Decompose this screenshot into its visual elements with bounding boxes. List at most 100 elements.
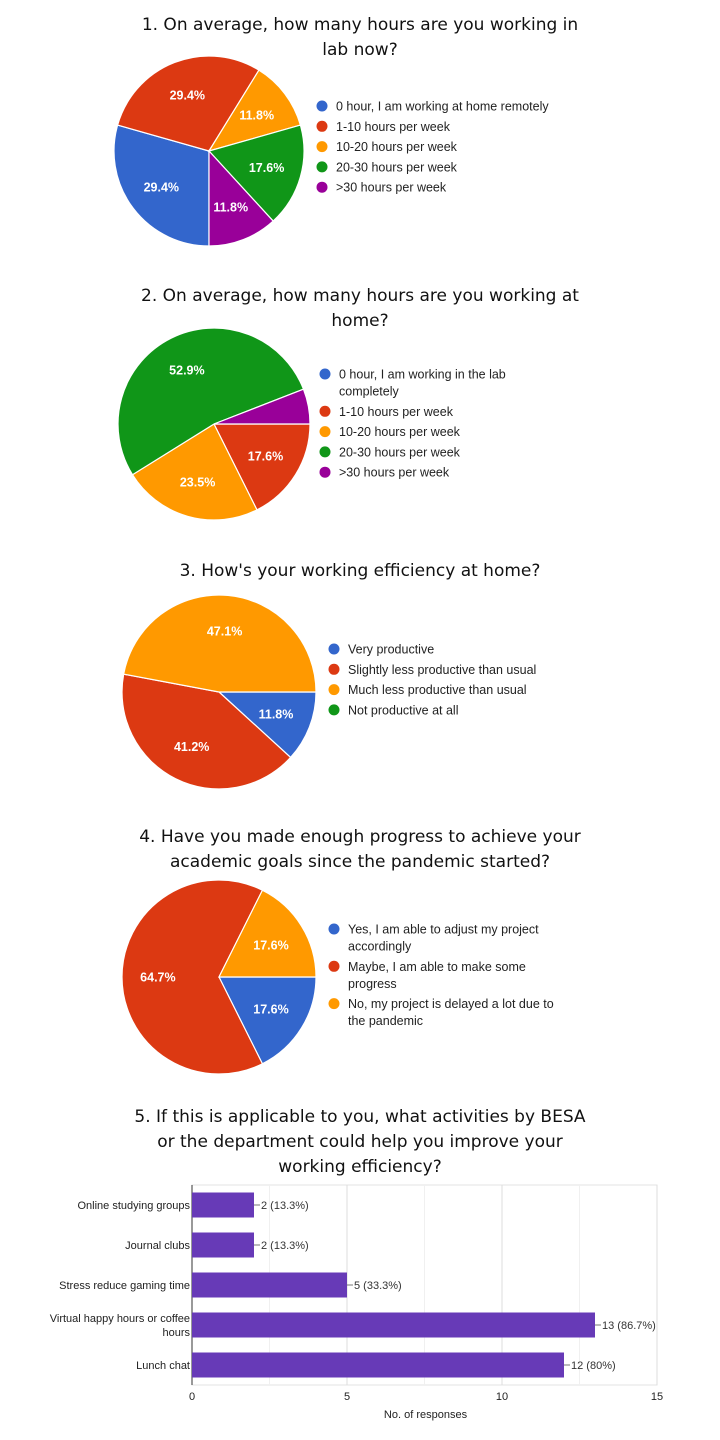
legend-swatch-icon (319, 446, 331, 458)
slice-data-label: 23.5% (180, 476, 215, 490)
legend-swatch-icon (319, 405, 331, 417)
slice-data-label: 64.7% (140, 971, 175, 985)
x-tick-label: 10 (496, 1391, 508, 1403)
pie-slice (121, 879, 264, 1075)
pie-slice (122, 594, 317, 693)
slice-data-label: 11.8% (213, 200, 248, 214)
slice-data-label: 47.1% (207, 625, 242, 639)
legend-swatch-icon (316, 161, 328, 173)
chart-5-title: 5. If this is applicable to you, what ac… (0, 1105, 720, 1180)
pie-slice (113, 124, 210, 247)
bar (192, 1272, 347, 1298)
legend-label: No, my project is delayed a lot due to (348, 997, 554, 1011)
chart-1-title-line: lab now? (322, 40, 398, 60)
legend-swatch-icon (328, 704, 340, 716)
legend-label: 1-10 hours per week (336, 120, 451, 134)
slice-data-label: 29.4% (144, 181, 179, 195)
x-tick-label: 15 (651, 1391, 663, 1403)
legend-label: 1-10 hours per week (339, 405, 454, 419)
legend-label: Very productive (348, 643, 434, 657)
legend-label: >30 hours per week (339, 466, 450, 480)
bar-data-label: 2 (13.3%) (261, 1240, 309, 1252)
slice-data-label: 11.8% (259, 708, 294, 722)
chart-1-title-line: 1. On average, how many hours are you wo… (141, 15, 579, 35)
chart-2-title-line: home? (331, 311, 389, 331)
legend-label: Much less productive than usual (348, 683, 527, 697)
slice-data-label: 17.6% (253, 1003, 288, 1017)
category-label: Stress reduce gaming time (59, 1280, 190, 1292)
legend-label: progress (348, 977, 397, 991)
pie-slice (218, 976, 317, 1065)
chart-4-title-line: academic goals since the pandemic starte… (169, 852, 551, 872)
legend-label: accordingly (348, 940, 412, 954)
legend-label: the pandemic (348, 1014, 423, 1028)
chart-5-title-line: or the department could help you improve… (157, 1132, 563, 1152)
pie-chart-1: 29.4% 29.4% 11.8% 17.6% 11.8% 0 hour, I am wo… (113, 55, 549, 247)
legend-label: Yes, I am able to adjust my project (348, 923, 539, 937)
x-axis-label: No. of responses (384, 1409, 468, 1421)
slice-data-label: 29.4% (170, 89, 205, 103)
legend-label: 20-30 hours per week (339, 445, 461, 459)
chart-1-title: 1. On average, how many hours are you wo… (0, 13, 720, 63)
legend-label: Slightly less productive than usual (348, 663, 536, 677)
chart-3-title-line: 3. How's your working efficiency at home… (179, 561, 541, 581)
bar (192, 1232, 254, 1258)
legend-label: 0 hour, I am working in the lab (339, 368, 506, 382)
legend-swatch-icon (328, 923, 340, 935)
pie-slice (217, 691, 317, 759)
legend-swatch-icon (319, 466, 331, 478)
legend-swatch-icon (328, 960, 340, 972)
pie-slice (213, 423, 311, 511)
legend-swatch-icon (319, 426, 331, 438)
pie-chart-4: 17.6% 64.7% 17.6% Yes, I am able to adjust … (121, 879, 554, 1075)
category-label: hours (162, 1327, 190, 1339)
bar (192, 1352, 564, 1378)
legend-swatch-icon (328, 998, 340, 1010)
x-tick-label: 0 (189, 1391, 195, 1403)
bar-data-label: 2 (13.3%) (261, 1200, 309, 1212)
chart-4-title-line: 4. Have you made enough progress to achi… (139, 827, 581, 847)
legend-label: 10-20 hours per week (339, 425, 461, 439)
slice-data-label: 11.8% (239, 108, 274, 122)
pie-slice (207, 124, 305, 222)
pie-slice (121, 673, 292, 790)
category-label: Virtual happy hours or coffee (50, 1313, 190, 1325)
legend-swatch-icon (328, 663, 340, 675)
bar-data-label: 5 (33.3%) (354, 1280, 402, 1292)
x-tick-label: 5 (344, 1391, 350, 1403)
slice-data-label: 52.9% (169, 363, 204, 377)
bar-data-label: 13 (86.7%) (602, 1320, 656, 1332)
chart-2-title: 2. On average, how many hours are you wo… (0, 284, 720, 334)
slice-data-label: 17.6% (253, 938, 288, 952)
legend-label: Maybe, I am able to make some (348, 960, 526, 974)
pie-slice (208, 149, 275, 247)
legend-swatch-icon (328, 643, 340, 655)
legend-swatch-icon (319, 368, 331, 380)
legend-swatch-icon (316, 120, 328, 132)
chart-5-title-line: working efficiency? (278, 1157, 442, 1177)
bar (192, 1312, 595, 1338)
legend-swatch-icon (316, 100, 328, 112)
pie-slice (218, 889, 317, 978)
pie-slice (213, 388, 311, 425)
slice-data-label: 41.2% (174, 740, 209, 754)
category-label: Online studying groups (77, 1200, 190, 1212)
category-label: Lunch chat (136, 1360, 190, 1372)
legend-label: 0 hour, I am working at home remotely (336, 100, 549, 114)
pie-slice (207, 69, 302, 152)
legend-label: completely (339, 385, 399, 399)
pie-slice (131, 423, 258, 521)
legend-swatch-icon (316, 181, 328, 193)
bar-chart-5: 0 5 10 15 No. of responses 2 (13.3%) Online st… (50, 1184, 663, 1421)
bar (192, 1192, 254, 1218)
legend-swatch-icon (316, 141, 328, 153)
legend-label: 10-20 hours per week (336, 140, 458, 154)
legend-label: >30 hours per week (336, 181, 447, 195)
chart-5-title-line: 5. If this is applicable to you, what ac… (134, 1107, 586, 1127)
pie-chart-2: 17.6% 23.5% 52.9% 0 hour, I am working in t… (117, 327, 506, 521)
pie-chart-3: 11.8% 41.2% 47.1% Very productive Slightly l… (121, 594, 536, 790)
bar-data-label: 12 (80%) (571, 1360, 616, 1372)
legend-label: Not productive at all (348, 703, 458, 717)
category-label: Journal clubs (125, 1240, 190, 1252)
